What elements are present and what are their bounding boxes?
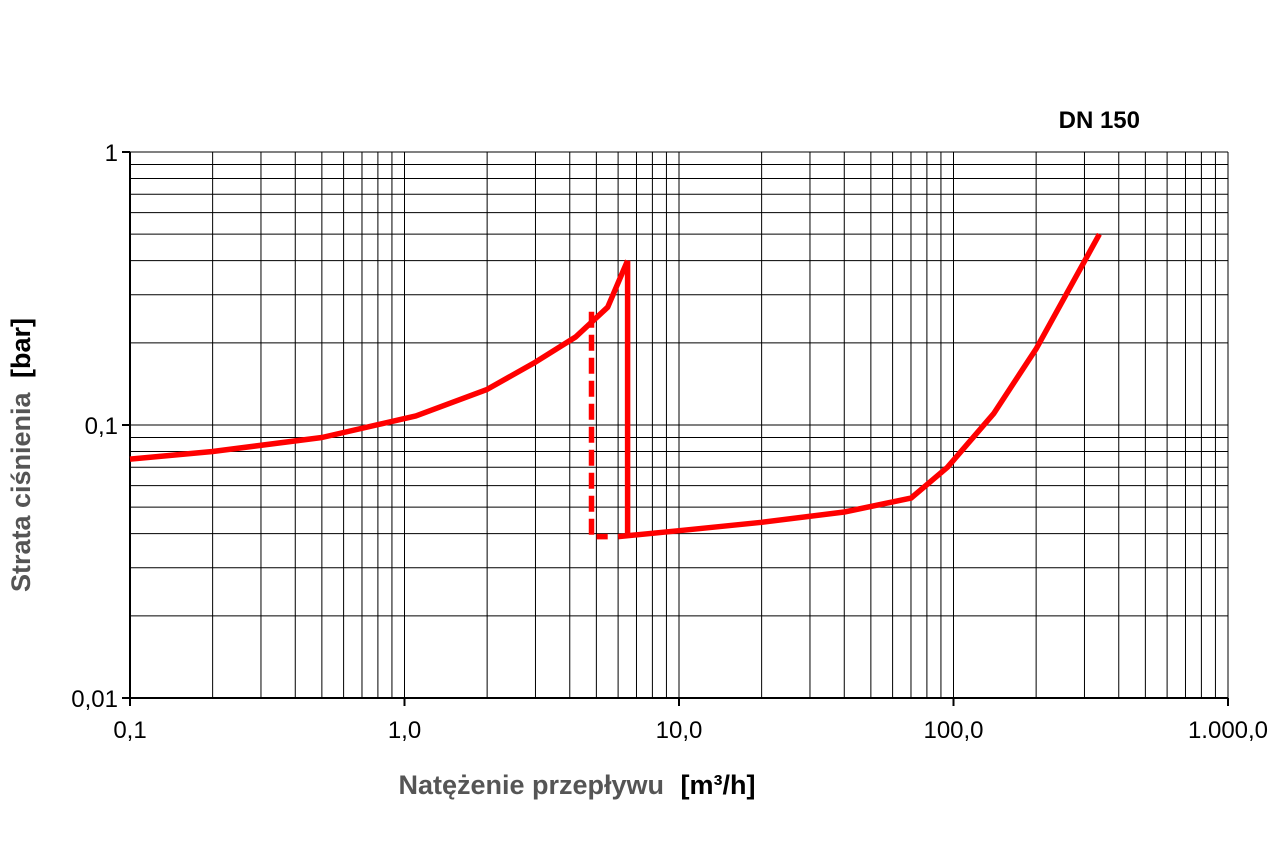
x-axis-label: Natężenie przepływu [m³/h] <box>398 770 755 800</box>
series-line-1 <box>129 259 631 462</box>
y-tick-label: 0,1 <box>85 413 118 440</box>
x-tick-label: 10,0 <box>656 717 703 744</box>
y-tick-label: 1 <box>105 140 118 167</box>
series-line-4 <box>588 311 608 540</box>
x-axis-unit: [m³/h] <box>681 770 756 800</box>
x-tick-label: 1,0 <box>388 717 421 744</box>
x-tick-label: 100,0 <box>923 717 983 744</box>
tick-labels: 0,1 1,0 10,0 100,0 1.000,0 1 0,1 0,01 <box>71 140 1268 744</box>
x-axis-title: Natężenie przepływu <box>398 770 664 800</box>
y-tick-label: 0,01 <box>71 686 118 713</box>
axes <box>122 151 1229 706</box>
series-group <box>129 232 1102 540</box>
x-tick-label: 1.000,0 <box>1188 717 1268 744</box>
chart-title: DN 150 <box>1059 107 1140 134</box>
y-axis-unit: [bar] <box>6 318 36 378</box>
y-axis-label: Strata ciśnienia [bar] <box>6 318 36 592</box>
y-axis-title: Strata ciśnienia <box>6 391 36 592</box>
x-tick-label: 0,1 <box>113 717 146 744</box>
grid <box>129 151 1229 699</box>
series-line-3 <box>617 232 1102 540</box>
